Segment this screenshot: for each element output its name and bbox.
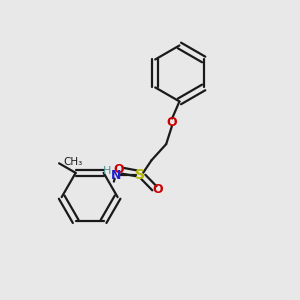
Text: N: N bbox=[111, 169, 121, 182]
Text: CH₃: CH₃ bbox=[64, 157, 83, 167]
Text: O: O bbox=[167, 116, 177, 128]
Text: S: S bbox=[135, 168, 145, 182]
Text: O: O bbox=[152, 183, 163, 196]
Text: H: H bbox=[103, 166, 112, 176]
Text: O: O bbox=[114, 163, 124, 176]
